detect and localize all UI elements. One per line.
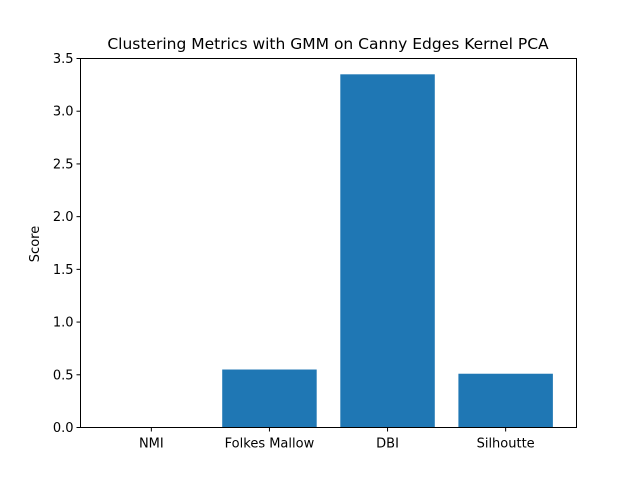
y-tick-label: 3.5 xyxy=(53,52,74,67)
bar-silhoutte xyxy=(458,373,553,428)
x-tick-label: Silhoutte xyxy=(477,437,535,452)
y-tick-label: 1.5 xyxy=(53,263,74,278)
x-axis: NMI Folkes Mallow DBI Silhoutte xyxy=(139,427,535,452)
bar-dbi xyxy=(340,74,435,428)
y-tick-label: 1.0 xyxy=(53,316,74,331)
y-tick-label: 3.0 xyxy=(53,105,74,120)
y-tick-label: 0.5 xyxy=(53,368,74,383)
x-tick-label: Folkes Mallow xyxy=(225,437,315,452)
y-tick-label: 2.5 xyxy=(53,157,74,172)
chart-title: Clustering Metrics with GMM on Canny Edg… xyxy=(107,35,549,53)
y-tick-label: 2.0 xyxy=(53,210,74,225)
x-tick-label: DBI xyxy=(376,437,399,452)
y-axis: 0.0 0.5 1.0 1.5 2.0 2.5 3.0 3.5 xyxy=(53,52,81,436)
bar-folkes-mallow xyxy=(222,369,317,428)
plot-frame xyxy=(80,58,577,428)
y-tick-label: 0.0 xyxy=(53,421,74,436)
x-tick-label: NMI xyxy=(139,437,164,452)
bars-group xyxy=(222,74,553,428)
y-axis-title: Score xyxy=(28,226,43,262)
